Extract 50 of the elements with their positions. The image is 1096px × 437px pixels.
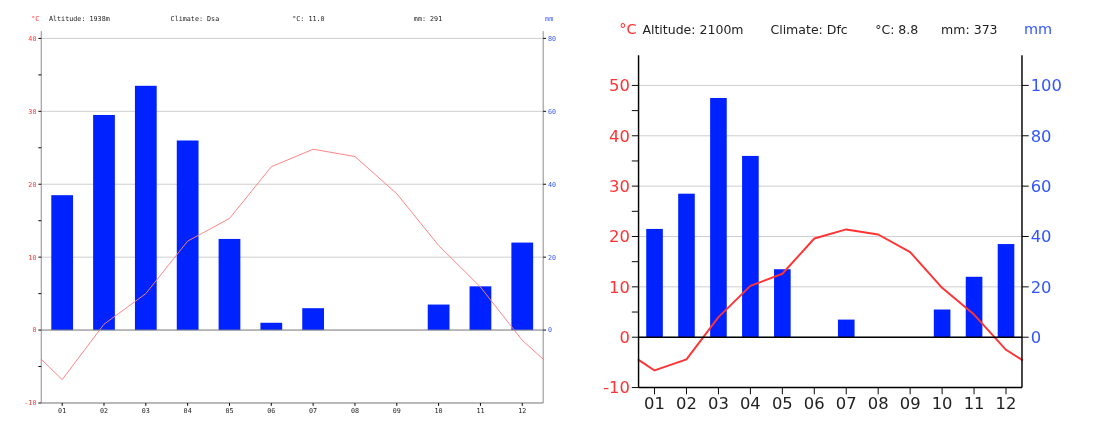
bar bbox=[134, 85, 157, 331]
bar bbox=[997, 244, 1015, 338]
bar bbox=[93, 114, 115, 331]
x-tick-label: 02 bbox=[676, 393, 697, 413]
y-tick-label: 40 bbox=[609, 126, 630, 146]
bar bbox=[176, 140, 199, 331]
y-tick-label: 0 bbox=[619, 327, 630, 347]
bar bbox=[933, 309, 951, 338]
bar bbox=[302, 308, 325, 331]
bar bbox=[427, 304, 450, 331]
bar bbox=[837, 319, 855, 338]
y2-axis-title: mm bbox=[1023, 21, 1053, 38]
x-tick-label: 05 bbox=[771, 393, 793, 413]
bar bbox=[710, 98, 727, 338]
x-tick-label: 01 bbox=[644, 393, 665, 413]
text: Altitude: 2100m bbox=[642, 22, 744, 38]
bar bbox=[774, 269, 791, 338]
bar bbox=[469, 286, 492, 331]
y-tick-label: 50 bbox=[609, 76, 630, 96]
x-tick-label: 08 bbox=[867, 393, 889, 413]
y2-tick-label: 20 bbox=[1030, 277, 1052, 297]
x-tick-label: 10 bbox=[931, 393, 953, 413]
y2-tick-label: 40 bbox=[1030, 227, 1052, 247]
y-tick-label: 30 bbox=[609, 176, 630, 196]
x-tick-label: 06 bbox=[803, 393, 825, 413]
text: Climate: Dfc bbox=[770, 22, 848, 38]
bar bbox=[678, 193, 695, 338]
x-tick-label: 09 bbox=[899, 393, 921, 413]
y-tick-label: 10 bbox=[609, 277, 630, 297]
y-tick-label: -10 bbox=[603, 378, 630, 398]
text: °C: 8.8 bbox=[875, 22, 919, 38]
x-tick-label: 04 bbox=[739, 393, 761, 413]
line-series bbox=[40, 148, 544, 381]
bar bbox=[646, 228, 663, 338]
x-tick-label: 03 bbox=[708, 393, 729, 413]
y2-tick-label: 0 bbox=[1030, 327, 1042, 347]
bar bbox=[965, 276, 983, 338]
bar bbox=[742, 155, 759, 338]
bar bbox=[511, 242, 534, 331]
x-tick-label: 12 bbox=[995, 393, 1017, 413]
y2-tick-label: 80 bbox=[1030, 126, 1052, 146]
y2-tick-label: 60 bbox=[1030, 176, 1052, 196]
y2-tick-label: 100 bbox=[1030, 76, 1062, 96]
y-axis-title: °C bbox=[619, 21, 637, 38]
x-tick-label: 11 bbox=[963, 393, 985, 413]
bar bbox=[218, 238, 241, 331]
text: mm: 373 bbox=[941, 22, 998, 38]
bar bbox=[51, 195, 74, 331]
y-tick-label: 20 bbox=[609, 227, 630, 247]
x-tick-label: 07 bbox=[835, 393, 857, 413]
